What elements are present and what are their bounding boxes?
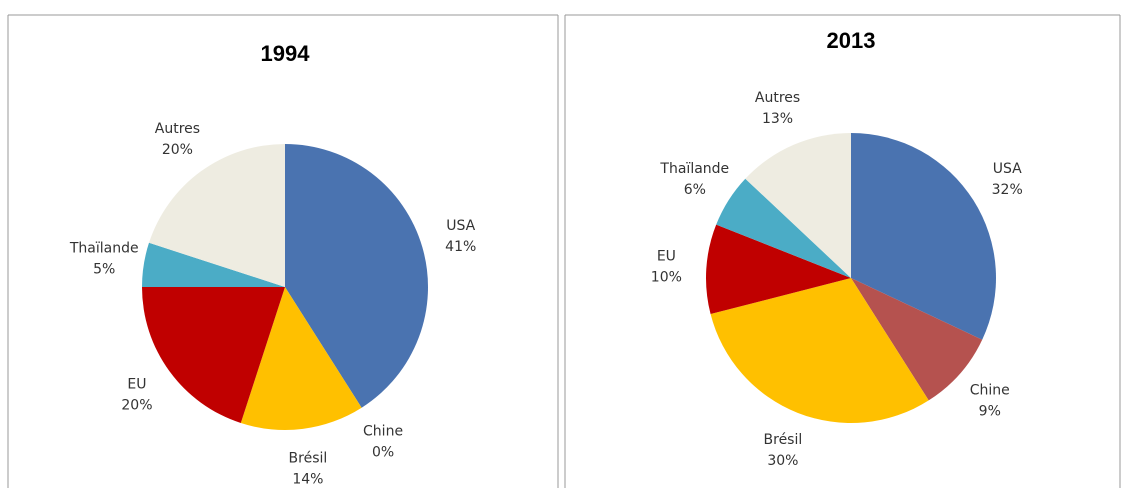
pie-slice (716, 178, 851, 278)
slice-value-label: 30% (767, 453, 798, 469)
slice-label: Autres (155, 121, 200, 137)
slice-value-label: 20% (162, 142, 193, 158)
pie-slice (285, 144, 428, 408)
slice-value-label: 9% (979, 403, 1001, 419)
slice-value-label: 0% (372, 445, 394, 461)
pie-slice (710, 278, 929, 424)
slice-value-label: 10% (651, 269, 682, 285)
pie-slice (148, 144, 285, 287)
slice-label: Autres (755, 90, 800, 106)
chart-title: 1994 (261, 41, 311, 66)
slice-label: Brésil (764, 432, 803, 448)
pie-slice (142, 242, 285, 287)
slice-value-label: 14% (292, 472, 323, 488)
pie-slice (705, 224, 851, 315)
slice-value-label: 20% (121, 398, 152, 414)
slice-label: EU (657, 248, 676, 264)
slice-label: EU (127, 377, 146, 393)
slice-label: Brésil (289, 451, 328, 467)
slice-label: USA (446, 218, 475, 234)
slice-label: Chine (970, 382, 1010, 398)
slice-value-label: 6% (684, 182, 706, 198)
pie-slice (745, 133, 851, 278)
pie-slice (240, 287, 362, 430)
slice-label: Thaïlande (69, 240, 139, 256)
pie-slice (142, 287, 285, 424)
slice-label: Chine (363, 424, 403, 440)
slice-value-label: 13% (762, 111, 793, 127)
slice-label: Thaïlande (659, 161, 729, 177)
pie-slice (851, 133, 996, 340)
slice-label: USA (993, 161, 1022, 177)
slice-value-label: 41% (445, 239, 476, 255)
slice-value-label: 32% (992, 182, 1023, 198)
slice-value-label: 5% (93, 261, 115, 277)
pie-slice (851, 278, 983, 401)
chart-title: 2013 (827, 28, 876, 53)
